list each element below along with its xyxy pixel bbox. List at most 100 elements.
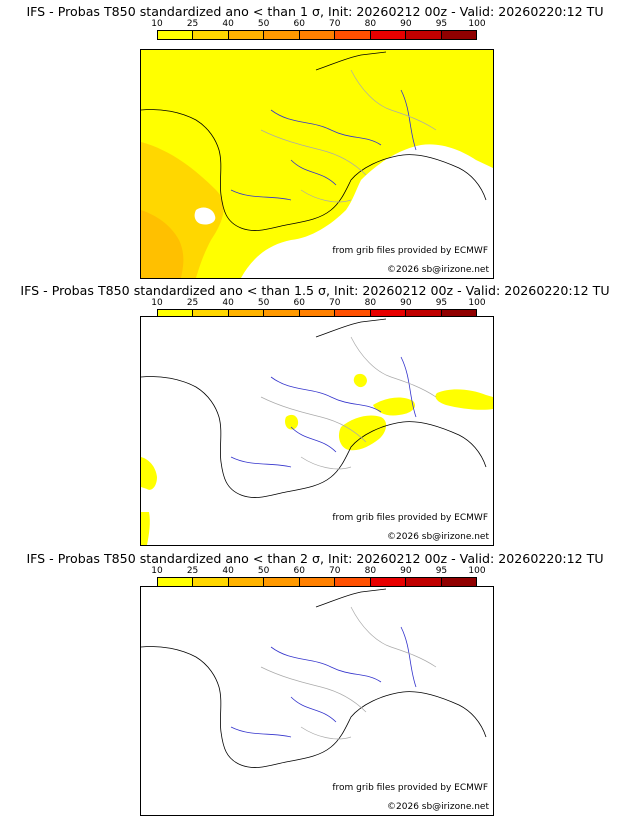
scale-swatch [228,578,265,586]
scale-swatch [158,31,194,39]
scale-tick-label: 95 [435,19,448,29]
scale-swatch [335,578,371,586]
scale-tick-label: 90 [400,298,412,308]
scale-swatch [264,31,300,39]
panel-title: IFS - Probas T850 standardized ano < tha… [26,551,604,566]
scale-tick-label: 95 [435,298,448,308]
probability-map: from grib files provided by ECMWF ©2026 … [140,316,494,546]
coastline [141,318,487,498]
panel-title: IFS - Probas T850 standardized ano < tha… [20,283,610,298]
panel-title: IFS - Probas T850 standardized ano < tha… [26,4,604,19]
scale-swatch [158,578,194,586]
scale-swatch [193,310,229,318]
scale-tick-label: 60 [293,19,305,29]
scale-tick-label: 25 [186,298,199,308]
scale-tick-label: 40 [222,566,234,576]
scale-tick-label: 100 [468,298,486,308]
scale-swatch [370,31,407,39]
map-svg [141,318,493,545]
scale-tick-label: 10 [151,566,163,576]
scale-tick-label: 25 [186,566,199,576]
scale-tick-label: 60 [293,298,305,308]
scale-swatch [406,578,442,586]
scale-swatch [370,578,407,586]
probability-map: from grib files provided by ECMWF ©2026 … [140,49,494,279]
scale-tick-label: 70 [329,298,341,308]
scale-tick-label: 90 [400,19,412,29]
prob-area-yellow [141,512,150,545]
scale-swatch [228,31,265,39]
color-scale: 10 25 40 50 60 70 80 90 95 100 [151,19,486,45]
scale-swatch [193,578,229,586]
scale-swatch [264,578,300,586]
map-svg [141,588,487,768]
credit-copyright: ©2026 sb@irizone.net [387,802,489,812]
probability-map: from grib files provided by ECMWF ©2026 … [140,586,494,816]
scale-swatch [335,310,371,318]
scale-tick-label: 60 [293,566,305,576]
borders [260,336,437,470]
scale-tick-label: 40 [222,19,234,29]
scale-tick-label: 70 [329,566,341,576]
scale-ticks: 10 25 40 50 60 70 80 90 95 100 [151,566,485,576]
prob-area-alps [439,78,493,130]
rivers [230,626,417,738]
scale-tick-label: 90 [400,566,412,576]
prob-area-yellow [373,397,416,416]
scale-tick-label: 100 [468,19,486,29]
scale-tick-label: 80 [364,566,377,576]
scale-swatch [299,310,336,318]
credit-copyright: ©2026 sb@irizone.net [387,532,489,542]
panel-1: IFS - Probas T850 standardized ano < tha… [0,4,630,280]
prob-area-yellow [141,457,157,490]
scale-tick-label: 50 [257,19,270,29]
credit-source: from grib files provided by ECMWF [332,246,488,256]
scale-tick-label: 10 [151,19,163,29]
scale-ticks: 10 25 40 50 60 70 80 90 95 100 [151,19,485,29]
prob-gap [194,207,216,225]
scale-tick-label: 80 [364,19,377,29]
scale-tick-label: 70 [329,19,341,29]
scale-tick-label: 25 [186,19,199,29]
scale-swatch [158,310,194,318]
scale-swatch [193,31,229,39]
panel-2: IFS - Probas T850 standardized ano < tha… [0,283,630,549]
rivers [230,356,417,468]
color-scale: 10 25 40 50 60 70 80 90 95 100 [151,566,486,592]
scale-swatch [441,578,476,586]
prob-area-yellow [353,373,367,388]
scale-tick-label: 50 [257,566,270,576]
coastline [141,51,487,231]
credit-copyright: ©2026 sb@irizone.net [387,265,489,275]
credit-source: from grib files provided by ECMWF [332,513,488,523]
map-svg [141,50,493,278]
color-bar [157,30,477,40]
scale-swatch [406,31,442,39]
scale-swatch [264,310,300,318]
prob-area-yellow [435,389,493,410]
scale-tick-label: 40 [222,298,234,308]
scale-swatch [441,310,476,318]
scale-swatch [441,31,476,39]
scale-tick-label: 10 [151,298,163,308]
scale-swatch [299,31,336,39]
scale-swatch [370,310,407,318]
scale-tick-label: 80 [364,298,377,308]
prob-area-yellow [338,415,387,451]
scale-swatch [228,310,265,318]
scale-tick-label: 95 [435,566,448,576]
coastline [141,588,487,768]
scale-tick-label: 50 [257,298,270,308]
prob-area-yellow [285,414,299,430]
borders [260,69,437,203]
rivers [230,89,417,201]
scale-swatch [406,310,442,318]
borders [260,606,437,740]
prob-area-none [241,144,493,278]
panel-3: IFS - Probas T850 standardized ano < tha… [0,551,630,821]
scale-swatch [299,578,336,586]
color-scale: 10 25 40 50 60 70 80 90 95 100 [151,298,486,324]
scale-tick-label: 100 [468,566,486,576]
scale-swatch [335,31,371,39]
scale-ticks: 10 25 40 50 60 70 80 90 95 100 [151,298,485,308]
